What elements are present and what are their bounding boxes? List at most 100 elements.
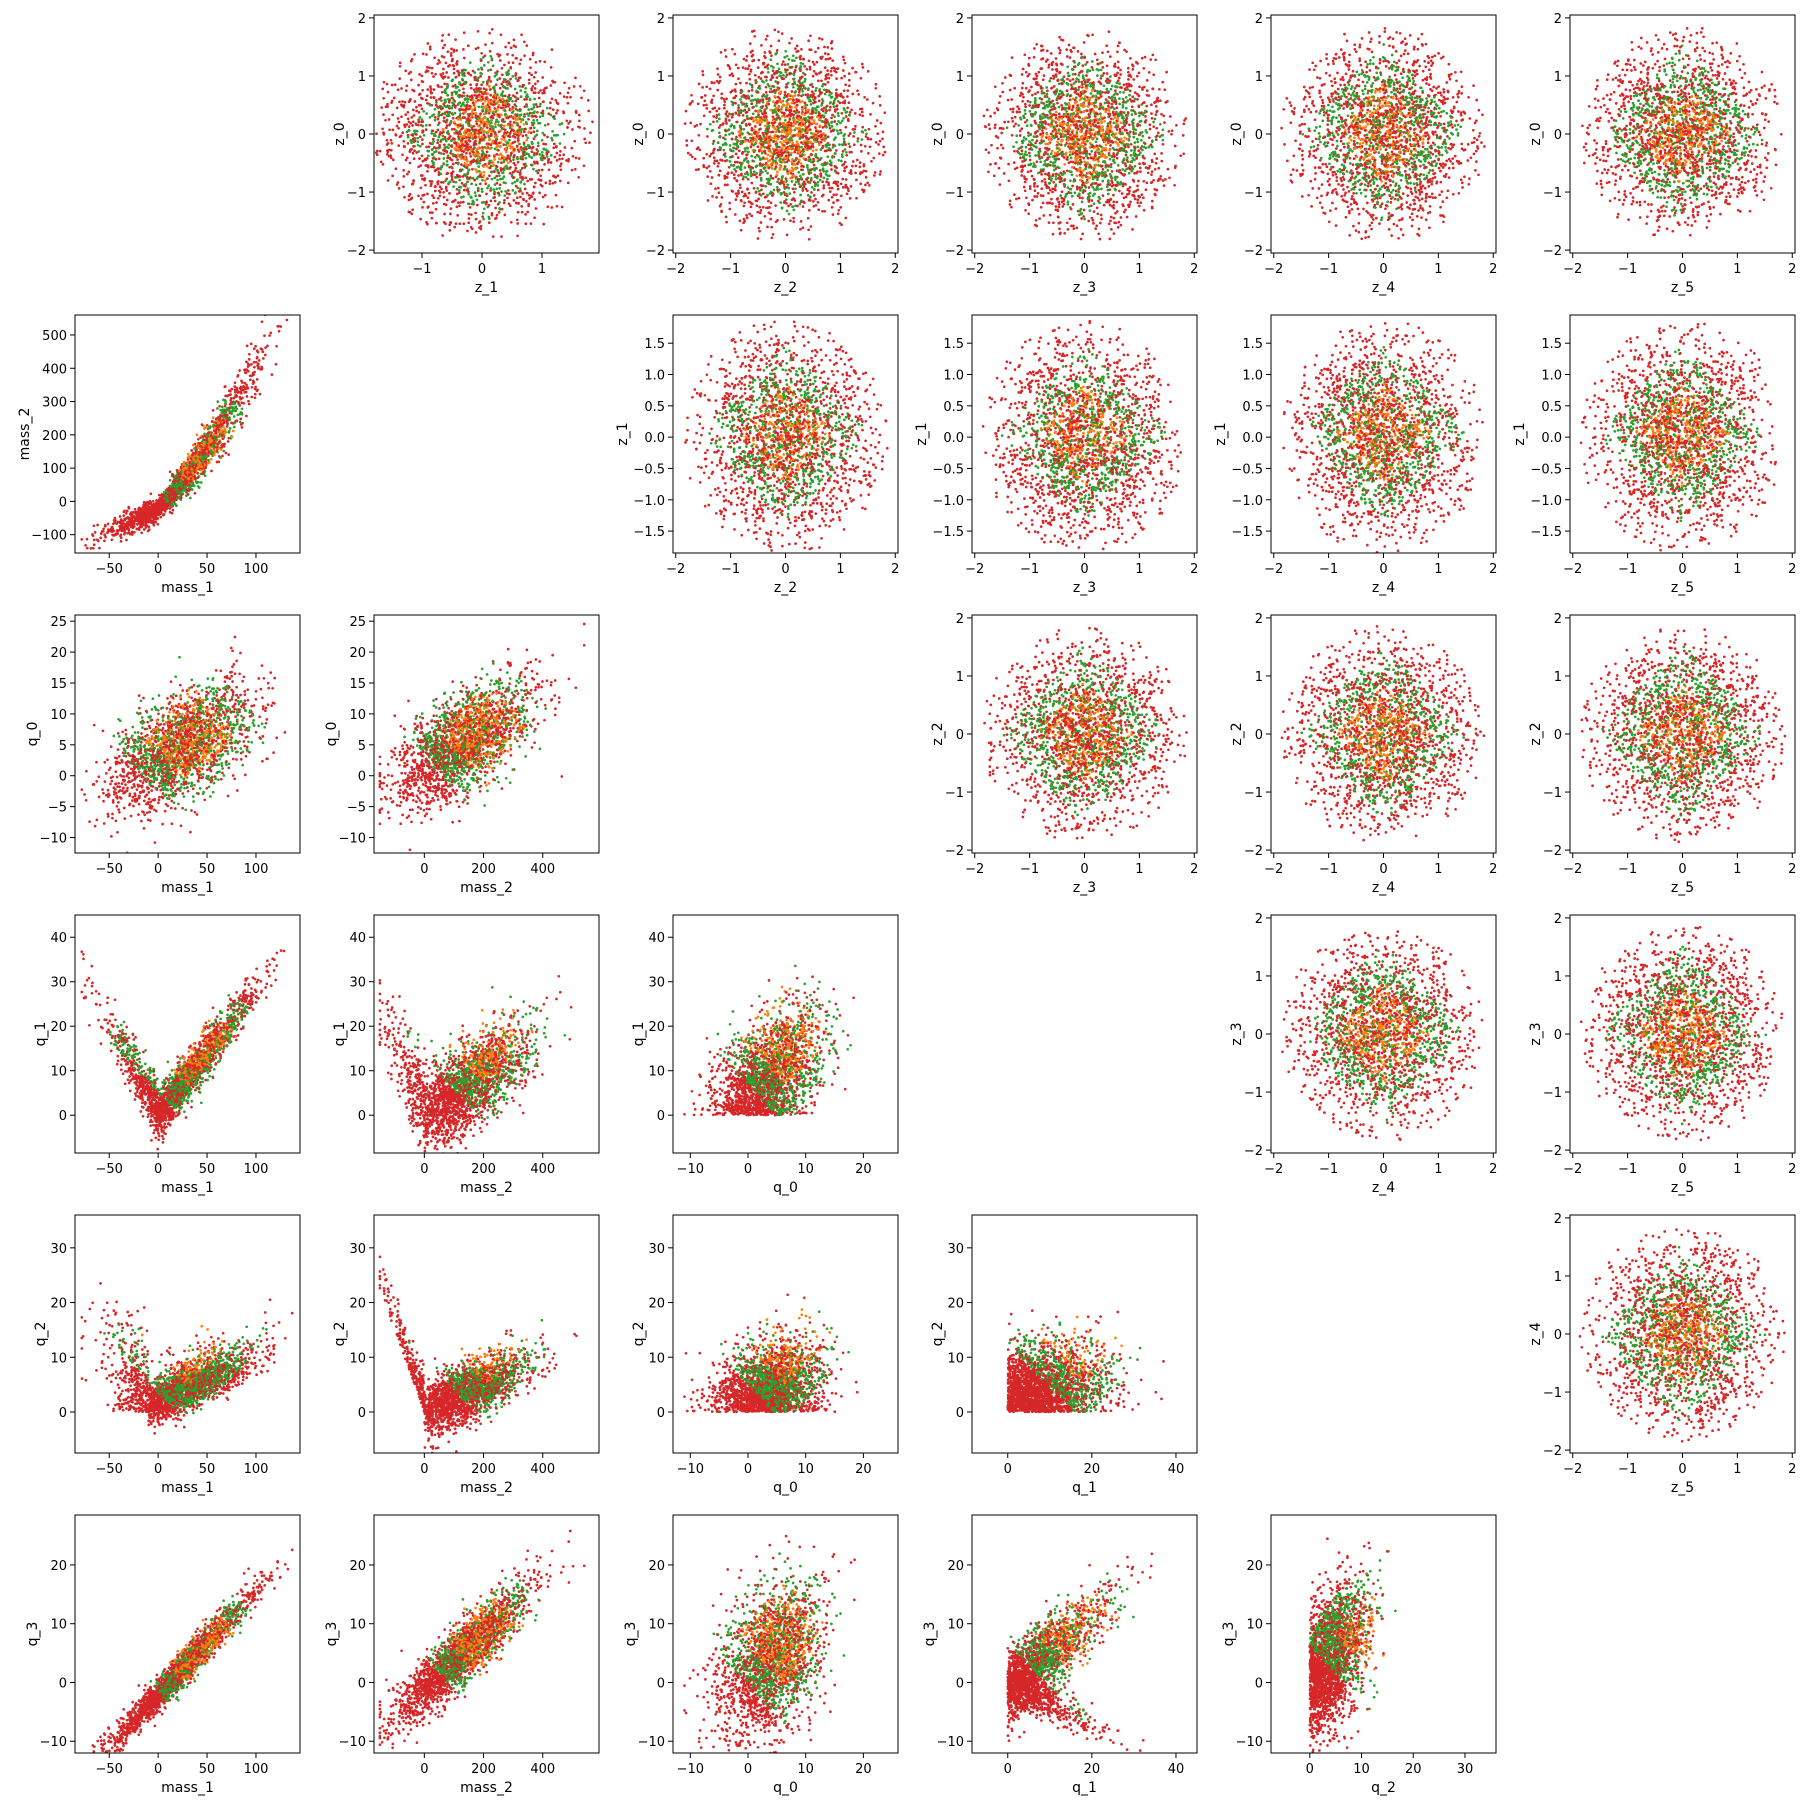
data-point [827, 183, 830, 186]
data-point [469, 206, 472, 209]
data-point [759, 137, 762, 140]
data-point [748, 73, 751, 76]
data-point [725, 122, 728, 125]
data-point [1116, 201, 1119, 204]
data-point [577, 125, 580, 128]
data-point [444, 179, 447, 182]
data-point [770, 226, 773, 229]
data-point [442, 47, 445, 50]
data-point [412, 182, 415, 185]
data-point [770, 65, 773, 68]
data-point [484, 54, 487, 57]
data-point [579, 85, 582, 88]
data-point [736, 166, 739, 169]
data-point [722, 144, 725, 147]
data-point [746, 187, 749, 190]
data-point [448, 192, 451, 195]
data-point [420, 97, 423, 100]
data-point [823, 139, 826, 142]
data-point [380, 106, 383, 109]
data-point [878, 95, 881, 98]
data-point [565, 119, 568, 122]
data-point [507, 80, 510, 83]
data-point [833, 105, 836, 108]
data-point [503, 64, 506, 67]
data-point [819, 173, 822, 176]
data-point [547, 123, 550, 126]
data-point [570, 147, 573, 150]
data-point [487, 98, 490, 101]
data-point [402, 185, 405, 188]
data-point [779, 141, 782, 144]
data-point [878, 152, 881, 155]
data-point [757, 98, 760, 101]
data-point [512, 176, 515, 179]
data-point [524, 176, 527, 179]
data-point [568, 87, 571, 90]
data-point [840, 132, 843, 135]
data-point [760, 209, 763, 212]
data-point [1167, 168, 1170, 171]
data-point [824, 52, 827, 55]
data-point [818, 117, 821, 120]
data-point [710, 81, 713, 84]
data-point [796, 205, 799, 208]
data-point [776, 81, 779, 84]
data-point [496, 70, 499, 73]
data-point [556, 152, 559, 155]
data-point [429, 142, 432, 145]
data-point [515, 167, 518, 170]
data-point [845, 186, 848, 189]
data-point [419, 104, 422, 107]
data-point [770, 54, 773, 57]
data-point [807, 93, 810, 96]
data-point [399, 61, 402, 64]
data-point [1158, 88, 1161, 91]
data-point [729, 160, 732, 163]
data-point [461, 83, 464, 86]
data-point [709, 87, 712, 90]
data-point [796, 121, 799, 124]
data-point [802, 84, 805, 87]
data-point [712, 120, 715, 123]
data-point [394, 133, 397, 136]
data-point [724, 152, 727, 155]
data-point [477, 189, 480, 192]
data-point [530, 178, 533, 181]
data-point [459, 170, 462, 173]
data-point [477, 187, 480, 190]
data-point [773, 189, 776, 192]
data-point [444, 105, 447, 108]
data-point [802, 135, 805, 138]
data-point [796, 109, 799, 112]
data-point [415, 123, 418, 126]
data-point [780, 75, 783, 78]
data-point [542, 89, 545, 92]
data-point [380, 161, 383, 164]
data-point [770, 163, 773, 166]
data-point [784, 50, 787, 53]
data-point [525, 134, 528, 137]
data-point [458, 179, 461, 182]
data-point [419, 218, 422, 221]
data-point [877, 143, 880, 146]
data-point [443, 44, 446, 47]
data-point [539, 103, 542, 106]
data-point [492, 96, 495, 99]
data-point [500, 138, 503, 141]
data-point [806, 68, 809, 71]
data-point [434, 170, 437, 173]
data-point [431, 194, 434, 197]
data-point [500, 83, 503, 86]
data-point [802, 173, 805, 176]
data-point [769, 58, 772, 61]
data-point [549, 107, 552, 110]
data-point [457, 148, 460, 151]
data-point [830, 42, 833, 45]
data-point [403, 196, 406, 199]
data-point [460, 145, 463, 148]
data-point [788, 58, 791, 61]
data-point [1090, 204, 1093, 207]
data-point [700, 96, 703, 99]
